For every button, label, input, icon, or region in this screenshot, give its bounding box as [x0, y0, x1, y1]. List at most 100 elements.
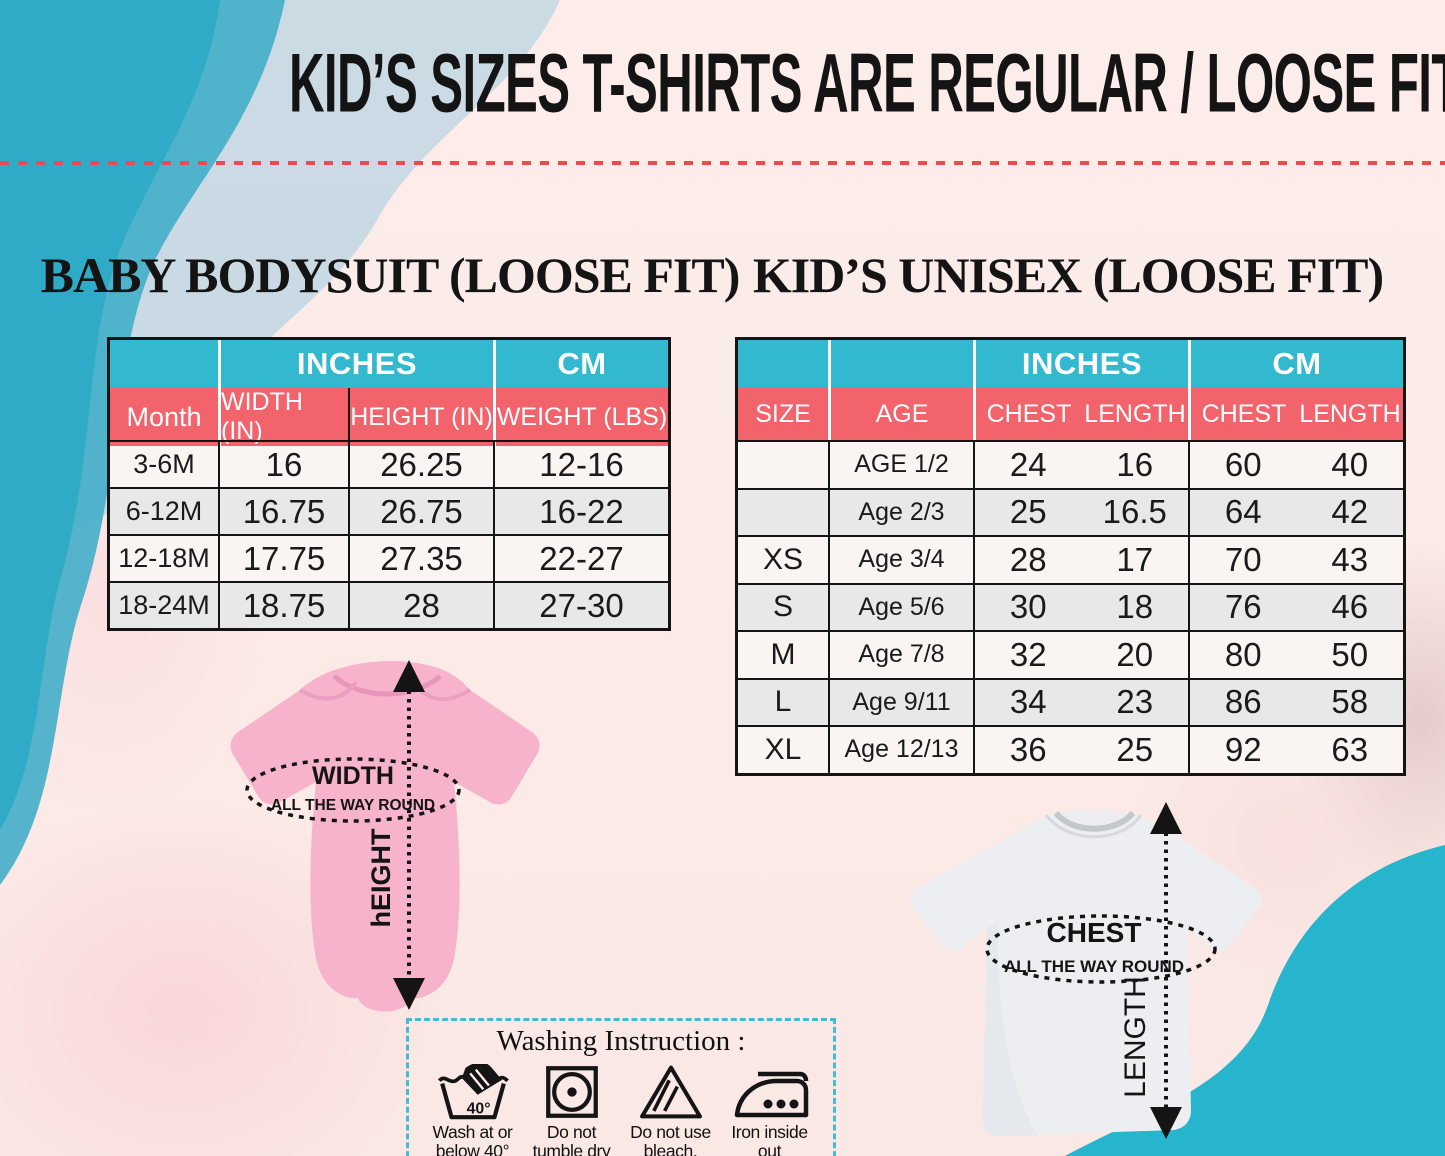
- table-cell: 24 16: [973, 440, 1188, 488]
- washing-item-no-bleach: Do not use bleach.: [621, 1062, 720, 1156]
- table-cell: 76 46: [1188, 582, 1403, 630]
- table-cell-right: 43: [1331, 540, 1369, 578]
- table-cell: [738, 440, 828, 488]
- table-cell: Age 12/13: [828, 725, 973, 773]
- group-header-cell: INCHES: [218, 340, 493, 388]
- group-header-cell: [828, 340, 973, 388]
- table-row: 6-12M 16.75 26.75 16-22: [110, 487, 668, 534]
- table-cell-left: 30: [1009, 588, 1047, 626]
- chest-sub-label: ALL THE WAY ROUND: [1004, 957, 1184, 976]
- table-cell-right: 58: [1331, 683, 1369, 721]
- table-cell-left: 24: [1009, 445, 1047, 483]
- washing-caption: Do not tumble dry: [532, 1122, 611, 1156]
- table-cell-right: 50: [1331, 635, 1369, 673]
- table-cell: 60 40: [1188, 440, 1403, 488]
- table-cell: 18.75: [218, 581, 348, 628]
- table-row: S Age 5/6 30 18 76 46: [738, 582, 1403, 631]
- table-cell-left: 25: [1009, 493, 1047, 531]
- washing-item-iron: Iron inside outLow Temp.: [720, 1062, 819, 1156]
- column-header-cell: WIDTH (IN): [218, 388, 348, 446]
- column-header-cell: CHEST LENGTH: [1188, 388, 1403, 440]
- table-cell: 18-24M: [110, 581, 218, 628]
- table-cell-right: 20: [1116, 635, 1154, 673]
- table-row: XS Age 3/4 28 17 70 43: [738, 535, 1403, 583]
- table-cell-left: 70: [1224, 540, 1262, 578]
- table-cell: 36 25: [973, 725, 1188, 773]
- column-header-cell-right: LENGTH: [1084, 399, 1186, 428]
- group-header-cell: [738, 340, 828, 388]
- table-cell-right: 63: [1331, 730, 1369, 768]
- table-cell: AGE 1/2: [828, 440, 973, 488]
- table-cell-left: 92: [1224, 730, 1262, 768]
- column-header-cell-right: LENGTH: [1299, 399, 1401, 428]
- baby-section-heading: BABY BODYSUIT (LOOSE FIT): [40, 247, 741, 303]
- width-label: WIDTH: [312, 762, 394, 790]
- washing-item-no-tumble: Do not tumble dry: [522, 1062, 621, 1156]
- table-row: 12-18M 17.75 27.35 22-27: [110, 534, 668, 581]
- table-cell: L: [738, 677, 828, 726]
- table-cell: Age 7/8: [828, 630, 973, 678]
- table-cell: 70 43: [1188, 535, 1403, 583]
- column-header-cell: Month: [110, 388, 218, 446]
- column-header-cell: WEIGHT (LBS): [493, 388, 668, 446]
- table-row: 18-24M 18.75 28 27-30: [110, 581, 668, 628]
- column-header-cell-left: CHEST: [986, 399, 1072, 428]
- table-cell-right: 42: [1331, 493, 1369, 531]
- table-cell: 12-18M: [110, 534, 218, 581]
- table-cell: 17.75: [218, 534, 348, 581]
- wash-at-40-icon: 40°: [437, 1064, 509, 1120]
- table-cell: 16: [218, 440, 348, 487]
- table-cell: 16.75: [218, 487, 348, 534]
- no-bleach-icon: [639, 1065, 702, 1119]
- width-sub-label: ALL THE WAY ROUND: [271, 797, 435, 814]
- table-cell: S: [738, 582, 828, 631]
- table-cell: 12-16: [493, 440, 668, 487]
- table-row: M Age 7/8 32 20 80 50: [738, 630, 1403, 678]
- table-cell: Age 2/3: [828, 487, 973, 535]
- table-cell-right: 17: [1116, 540, 1154, 578]
- width-measure-ellipse: [245, 757, 461, 823]
- chest-measure-ellipse: [985, 914, 1217, 984]
- group-header-cell: [110, 340, 218, 388]
- table-cell: 64 42: [1188, 487, 1403, 535]
- table-cell-left: 64: [1224, 493, 1262, 531]
- table-cell: 32 20: [973, 630, 1188, 678]
- table-cell: Age 9/11: [828, 677, 973, 725]
- chest-label: CHEST: [1047, 917, 1142, 948]
- table-cell: Age 5/6: [828, 582, 973, 630]
- table-cell: 27-30: [493, 581, 668, 628]
- height-label: hEIGHT: [366, 828, 396, 928]
- table-cell: 3-6M: [110, 440, 218, 487]
- table-row: 3-6M 16 26.25 12-16: [110, 440, 668, 487]
- table-cell: XS: [738, 535, 828, 583]
- baby-group-header-row: INCHES CM: [110, 340, 668, 388]
- baby-column-header-row: Month WIDTH (IN) HEIGHT (IN) WEIGHT (LBS): [110, 388, 668, 446]
- table-cell: 27.35: [348, 534, 493, 581]
- table-cell: M: [738, 630, 828, 678]
- column-header-cell-left: CHEST: [1201, 399, 1287, 428]
- table-cell: 80 50: [1188, 630, 1403, 678]
- table-cell: 26.25: [348, 440, 493, 487]
- table-cell: 28: [348, 581, 493, 628]
- table-cell-left: 76: [1224, 588, 1262, 626]
- washing-title: Washing Instruction :: [496, 1025, 746, 1057]
- table-cell-right: 16: [1116, 445, 1154, 483]
- dashed-divider: [0, 161, 1445, 165]
- baby-size-table: INCHES CM Month WIDTH (IN) HEIGHT (IN) WEIGHT…: [107, 337, 671, 631]
- column-header-cell: AGE: [828, 388, 973, 440]
- washing-caption: Iron inside outLow Temp.: [731, 1122, 808, 1156]
- kids-group-header-row: INCHES CM: [738, 340, 1403, 388]
- table-cell: [738, 487, 828, 536]
- table-cell: XL: [738, 725, 828, 773]
- table-cell: 25 16.5: [973, 487, 1188, 535]
- table-row: Age 2/3 25 16.5 64 42: [738, 487, 1403, 536]
- table-cell: 6-12M: [110, 487, 218, 534]
- table-cell: 34 23: [973, 677, 1188, 725]
- bodysuit-shape: [230, 661, 540, 1012]
- table-cell: Age 3/4: [828, 535, 973, 583]
- table-row: AGE 1/2 24 16 60 40: [738, 440, 1403, 488]
- baby-bodysuit-diagram: WIDTH ALL THE WAY ROUND hEIGHT: [230, 660, 540, 1012]
- no-tumble-dry-icon: [545, 1066, 598, 1118]
- table-cell-right: 40: [1331, 445, 1369, 483]
- table-cell-left: 28: [1009, 540, 1047, 578]
